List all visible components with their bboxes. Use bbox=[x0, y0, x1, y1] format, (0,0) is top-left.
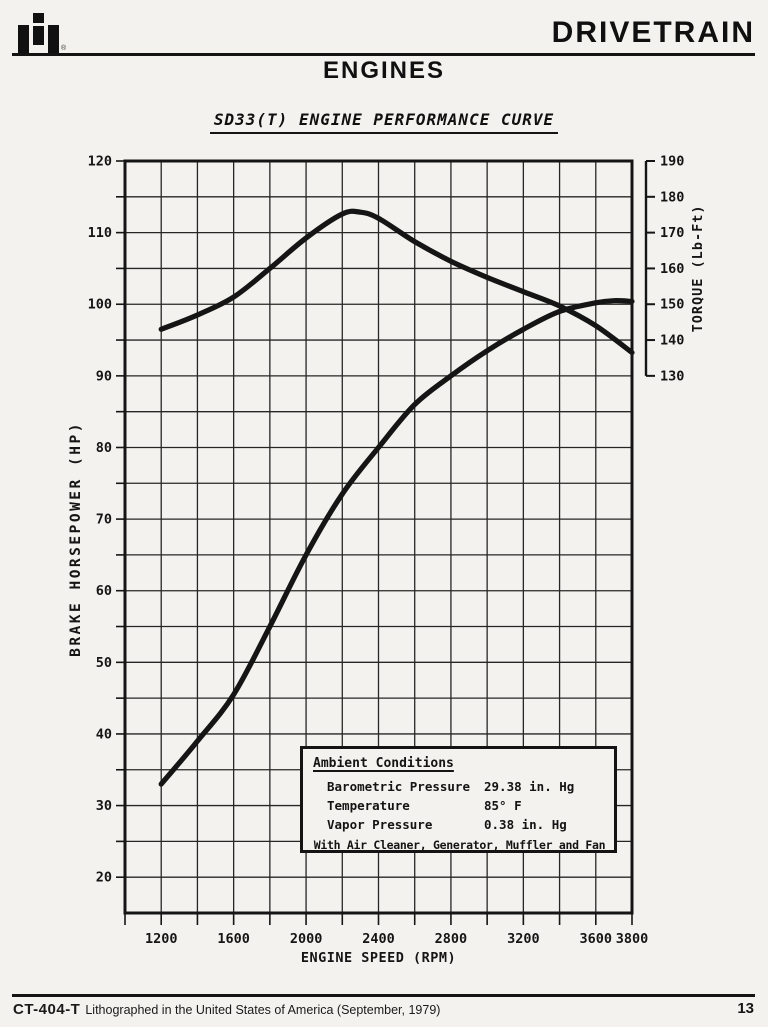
page-number: 13 bbox=[737, 1000, 754, 1017]
y-right-tick-label: 180 bbox=[660, 189, 684, 205]
ambient-conditions-box: Ambient Conditions Barometric Pressure 2… bbox=[300, 746, 617, 853]
chart-title-text: SD33(T) ENGINE PERFORMANCE CURVE bbox=[209, 110, 559, 134]
y-left-tick-label: 80 bbox=[96, 440, 112, 456]
y-left-tick-label: 30 bbox=[96, 798, 112, 814]
y-left-axis-title: BRAKE HORSEPOWER (HP) bbox=[68, 421, 84, 657]
section-title: ENGINES bbox=[322, 57, 446, 84]
y-axis-right: 130 140 150 160 170 180 190 TORQUE (Lb-Ft) bbox=[644, 154, 706, 384]
y-left-tick-label: 120 bbox=[88, 154, 112, 170]
x-tick-label: 3800 bbox=[616, 931, 649, 947]
y-left-tick-label: 70 bbox=[96, 512, 112, 528]
document-code: CT-404-T bbox=[13, 1001, 81, 1018]
ih-logo-right-bar bbox=[48, 13, 59, 54]
y-right-tick-label: 190 bbox=[660, 154, 684, 170]
ih-logo-center bbox=[33, 13, 44, 54]
y-left-tick-label: 90 bbox=[96, 368, 112, 384]
y-left-tick-label: 40 bbox=[96, 726, 112, 742]
ambient-conditions-title: Ambient Conditions bbox=[313, 756, 454, 771]
ambient-row-barometric: Barometric Pressure 29.38 in. Hg bbox=[327, 777, 606, 796]
y-left-tick-label: 50 bbox=[96, 655, 112, 671]
ambient-row-vapor: Vapor Pressure 0.38 in. Hg bbox=[327, 815, 606, 834]
y-right-tick-label: 130 bbox=[660, 368, 684, 384]
x-axis: 1200 1600 2000 2400 2800 3200 3600 3800 ENGINE S… bbox=[124, 913, 649, 966]
y-right-tick-label: 170 bbox=[660, 225, 684, 241]
brake-horsepower-curve bbox=[158, 298, 635, 787]
x-tick-label: 3600 bbox=[580, 931, 613, 947]
x-tick-label: 1200 bbox=[145, 931, 178, 947]
torque-curve bbox=[158, 208, 635, 356]
footer-note: CT-404-T Lithographed in the United State… bbox=[13, 1001, 440, 1018]
y-right-tick-label: 150 bbox=[660, 297, 684, 313]
x-axis-title: ENGINE SPEED (RPM) bbox=[301, 950, 456, 966]
y-left-tick-label: 100 bbox=[88, 297, 112, 313]
ambient-row-value: 85° F bbox=[484, 798, 522, 813]
y-left-tick-label: 110 bbox=[88, 225, 112, 241]
litho-note: Lithographed in the United States of Ame… bbox=[85, 1003, 441, 1017]
ih-logo-left-bar bbox=[18, 13, 29, 54]
ambient-row-label: Barometric Pressure bbox=[327, 779, 470, 794]
ambient-row-label: Vapor Pressure bbox=[327, 817, 433, 832]
y-left-tick-label: 20 bbox=[96, 870, 112, 886]
ambient-row-label: Temperature bbox=[327, 798, 410, 813]
y-axis-left: 20 30 40 50 60 70 80 90 100 110 120 BRAKE HORSEPOWE… bbox=[68, 154, 125, 886]
page-title: DRIVETRAIN bbox=[551, 16, 755, 49]
footer-divider bbox=[12, 994, 755, 997]
ih-logo bbox=[18, 13, 60, 54]
x-tick-label: 2000 bbox=[290, 931, 323, 947]
registered-trademark-mark: ® bbox=[61, 45, 67, 52]
header-divider bbox=[12, 53, 755, 56]
curves bbox=[158, 208, 635, 787]
x-tick-label: 1600 bbox=[217, 931, 250, 947]
ambient-conditions-rows: Barometric Pressure 29.38 in. Hg Tempera… bbox=[327, 777, 606, 834]
ambient-row-value: 0.38 in. Hg bbox=[484, 817, 567, 832]
x-tick-label: 3200 bbox=[507, 931, 540, 947]
x-tick-label: 2400 bbox=[362, 931, 395, 947]
chart-title: SD33(T) ENGINE PERFORMANCE CURVE bbox=[0, 110, 768, 134]
ambient-row-value: 29.38 in. Hg bbox=[484, 779, 575, 794]
y-right-tick-label: 140 bbox=[660, 333, 684, 349]
ambient-row-temperature: Temperature 85° F bbox=[327, 796, 606, 815]
ambient-conditions-footnote: With Air Cleaner, Generator, Muffler and… bbox=[313, 838, 606, 852]
y-right-axis-title: TORQUE (Lb-Ft) bbox=[690, 205, 706, 333]
y-right-tick-label: 160 bbox=[660, 261, 684, 277]
y-left-tick-label: 60 bbox=[96, 583, 112, 599]
x-tick-label: 2800 bbox=[435, 931, 468, 947]
